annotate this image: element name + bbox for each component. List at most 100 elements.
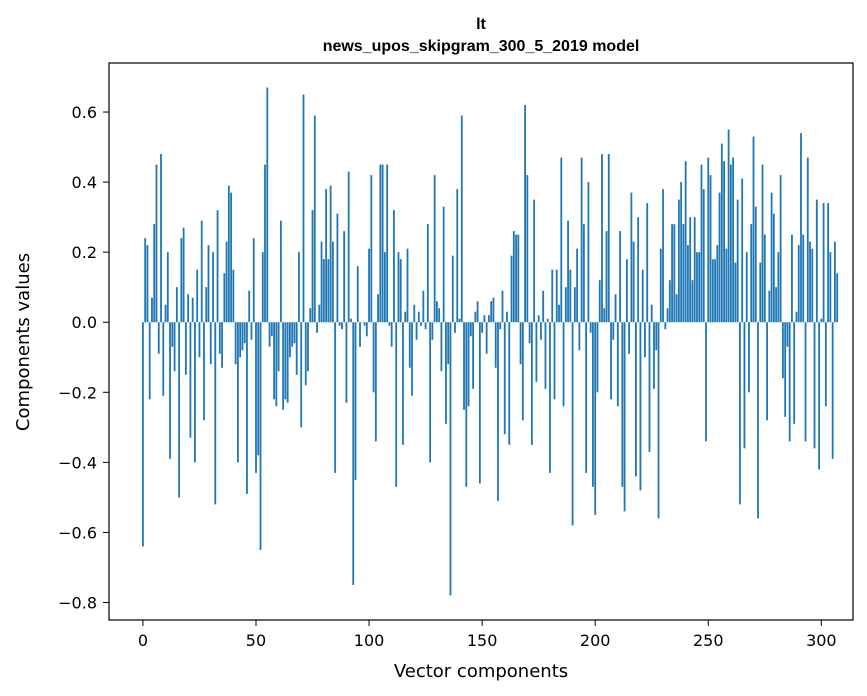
bar-307: [836, 273, 839, 323]
bar-176: [540, 322, 542, 340]
bar-30: [209, 322, 212, 365]
bar-10: [164, 304, 167, 323]
bar-89: [343, 231, 346, 323]
bar-87: [338, 322, 341, 326]
bar-306: [834, 241, 836, 323]
bar-103: [374, 322, 377, 442]
bar-83: [329, 185, 332, 323]
bar-40: [232, 269, 235, 323]
bar-133: [442, 206, 445, 323]
bar-161: [506, 311, 508, 323]
bar-223: [646, 203, 649, 323]
bar-231: [664, 322, 667, 330]
bar-98: [363, 322, 366, 326]
bar-52: [259, 322, 262, 550]
bar-174: [535, 322, 538, 382]
bar-74: [309, 308, 312, 323]
bar-64: [286, 322, 289, 403]
bar-94: [354, 322, 357, 480]
plot-frame: [108, 62, 854, 621]
bar-291: [800, 133, 802, 323]
x-tick-label-250: 250: [693, 631, 724, 650]
bar-6: [155, 164, 158, 323]
bar-158: [499, 322, 502, 330]
bar-75: [311, 210, 314, 323]
bar-256: [720, 143, 723, 323]
bar-188: [567, 220, 569, 323]
bar-51: [257, 322, 260, 456]
bar-233: [668, 280, 671, 323]
bar-100: [368, 248, 370, 323]
bar-264: [739, 322, 741, 505]
bar-63: [284, 322, 287, 400]
bar-153: [488, 315, 490, 323]
bar-201: [596, 322, 599, 393]
bar-272: [757, 322, 759, 519]
bar-12: [169, 322, 171, 459]
bar-216: [630, 192, 633, 323]
bar-195: [582, 224, 585, 323]
bar-29: [207, 245, 210, 323]
bar-192: [576, 248, 579, 323]
bar-207: [610, 322, 612, 400]
bar-219: [637, 217, 640, 323]
bar-21: [189, 322, 192, 438]
bar-236: [675, 294, 678, 323]
bar-36: [223, 273, 226, 323]
bar-237: [677, 199, 680, 323]
bar-33: [216, 210, 219, 323]
bar-241: [687, 245, 689, 323]
bar-71: [302, 94, 305, 323]
bar-48: [250, 322, 253, 340]
bar-184: [558, 304, 560, 323]
bar-59: [275, 322, 278, 407]
bar-297: [813, 322, 816, 449]
bar-293: [804, 322, 807, 442]
bar-104: [377, 294, 380, 323]
bar-267: [745, 252, 748, 323]
bar-122: [417, 311, 420, 323]
bar-1: [144, 238, 147, 323]
bar-181: [551, 269, 554, 323]
bar-118: [408, 322, 411, 368]
bar-173: [533, 199, 536, 323]
bar-221: [641, 269, 644, 323]
bar-283: [781, 322, 784, 379]
bar-211: [619, 231, 621, 323]
bar-8: [160, 154, 162, 323]
bar-82: [327, 259, 330, 323]
bar-148: [476, 301, 479, 323]
bar-107: [383, 252, 386, 323]
bar-249: [705, 322, 707, 442]
bar-175: [537, 315, 540, 323]
bar-54: [264, 164, 266, 323]
bar-279: [772, 213, 775, 323]
y-axis-label: Components values: [13, 253, 34, 431]
bar-212: [621, 322, 624, 487]
bar-254: [716, 245, 719, 323]
bar-84: [331, 241, 334, 323]
x-tick-label-0: 0: [138, 631, 148, 650]
bar-182: [553, 322, 556, 400]
bar-193: [578, 322, 581, 351]
bar-225: [650, 304, 653, 323]
bar-274: [761, 164, 764, 323]
bar-187: [564, 287, 567, 323]
bar-117: [406, 248, 409, 323]
bar-106: [381, 164, 384, 323]
bar-258: [725, 248, 728, 323]
y-axis-ticks: −0.8 −0.6 −0.4 −0.2 0.0 0.2 0.4 0.6: [58, 103, 109, 612]
bar-69: [298, 252, 300, 323]
bar-67: [293, 322, 296, 344]
bar-110: [390, 322, 393, 347]
bar-66: [291, 322, 294, 347]
bar-20: [187, 294, 190, 323]
bar-230: [662, 189, 664, 323]
bar-247: [700, 164, 703, 323]
bar-115: [402, 322, 404, 445]
bar-204: [603, 308, 606, 323]
bar-169: [524, 105, 526, 323]
bar-49: [252, 238, 255, 323]
bar-129: [433, 175, 436, 323]
